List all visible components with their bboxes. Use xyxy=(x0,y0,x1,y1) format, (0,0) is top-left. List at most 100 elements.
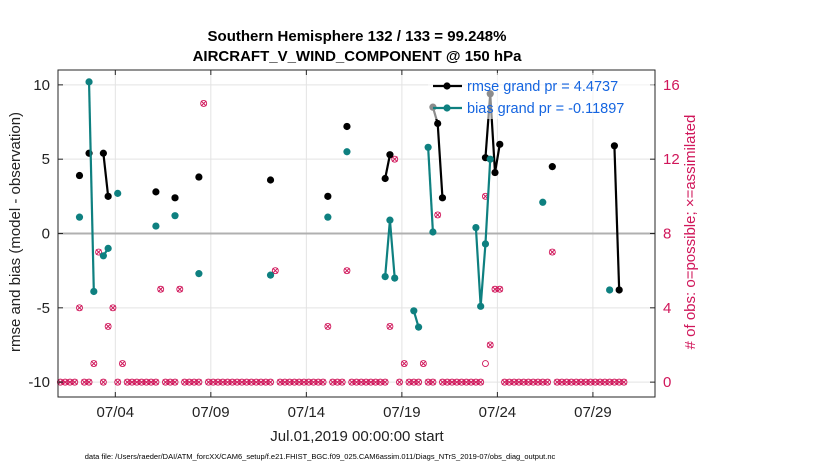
obs-count-point xyxy=(324,322,332,330)
obs-count-point xyxy=(348,378,356,386)
obs-assimilated-mark xyxy=(95,249,102,256)
obs-count-point xyxy=(548,248,556,256)
bias-point xyxy=(391,274,399,282)
obs-count-point xyxy=(381,378,389,386)
obs-count-point xyxy=(90,360,98,368)
obs-assimilated-mark xyxy=(558,379,565,386)
rmse-point xyxy=(171,194,179,202)
obs-assimilated-mark xyxy=(515,379,522,386)
legend-bias-marker xyxy=(443,104,451,112)
obs-count-point xyxy=(486,341,494,349)
obs-possible-mark xyxy=(204,378,212,386)
obs-count-point xyxy=(76,304,83,312)
obs-possible-mark xyxy=(138,378,146,386)
obs-possible-only-mark xyxy=(482,360,489,368)
obs-assimilated-mark xyxy=(382,379,389,386)
obs-count-point xyxy=(319,378,327,386)
obs-count-point xyxy=(104,322,112,330)
bias-point xyxy=(481,240,490,248)
obs-count-point xyxy=(505,378,513,386)
obs-assimilated-mark xyxy=(286,379,293,386)
obs-assimilated-mark xyxy=(105,323,112,330)
obs-assimilated-mark xyxy=(191,379,198,386)
legend: rmse grand pr = 4.4737 bias grand pr = -… xyxy=(428,73,654,119)
obs-assimilated-mark xyxy=(124,379,131,386)
obs-count-point xyxy=(267,378,274,386)
obs-possible-mark xyxy=(610,378,618,386)
obs-possible-mark xyxy=(195,378,203,386)
obs-count-point xyxy=(147,378,155,386)
obs-count-point xyxy=(362,378,370,386)
rmse-point xyxy=(491,168,499,177)
obs-count-point xyxy=(209,378,217,386)
obs-count-point xyxy=(128,378,136,386)
obs-assimilated-mark xyxy=(81,379,88,386)
obs-possible-mark xyxy=(71,378,79,386)
obs-assimilated-mark xyxy=(291,379,298,386)
obs-assimilated-mark xyxy=(205,379,212,386)
obs-assimilated-mark xyxy=(358,379,365,386)
obs-assimilated-mark xyxy=(492,286,498,293)
obs-count-point xyxy=(553,378,561,386)
bias-point xyxy=(477,302,485,310)
obs-assimilated-mark xyxy=(86,379,92,386)
obs-count-point xyxy=(620,378,628,386)
obs-assimilated-mark xyxy=(343,267,350,274)
obs-assimilated-mark xyxy=(143,379,150,386)
obs-possible-mark xyxy=(391,155,399,163)
obs-count-point xyxy=(529,378,537,386)
obs-count-point xyxy=(252,378,260,386)
obs-possible-mark xyxy=(80,378,88,386)
obs-assimilated-mark xyxy=(439,379,446,386)
bias-point xyxy=(386,216,394,224)
obs-possible-mark xyxy=(295,378,303,386)
obs-count-point xyxy=(563,378,571,386)
obs-possible-mark xyxy=(262,378,270,386)
obs-possible-mark xyxy=(329,378,337,386)
obs-assimilated-mark xyxy=(597,379,604,386)
obs-assimilated-mark xyxy=(215,379,221,386)
obs-possible-mark xyxy=(596,378,604,386)
obs-assimilated-mark xyxy=(391,156,398,163)
bias-point xyxy=(152,222,160,230)
obs-possible-mark xyxy=(419,360,427,368)
obs-count-point xyxy=(601,378,609,386)
obs-possible-mark xyxy=(185,378,193,386)
obs-assimilated-mark xyxy=(621,379,627,386)
obs-possible-mark xyxy=(606,378,614,386)
obs-possible-mark xyxy=(238,378,246,386)
obs-possible-mark xyxy=(477,378,485,386)
obs-assimilated-mark xyxy=(434,211,441,218)
obs-possible-mark xyxy=(314,378,322,386)
obs-count-point xyxy=(286,378,294,386)
rmse-line xyxy=(102,153,110,197)
obs-possible-mark xyxy=(396,378,403,386)
obs-count-point xyxy=(109,304,117,312)
obs-count-point xyxy=(133,378,141,386)
obs-assimilated-mark xyxy=(315,379,322,386)
obs-assimilated-mark xyxy=(601,379,608,386)
obs-possible-mark xyxy=(252,378,260,386)
obs-count-point xyxy=(85,378,93,386)
obs-assimilated-mark xyxy=(109,304,116,311)
obs-count-point xyxy=(544,378,551,386)
x-tick-label: 07/19 xyxy=(383,404,421,421)
obs-assimilated-mark xyxy=(262,379,269,386)
bias-point xyxy=(195,270,203,278)
obs-possible-mark xyxy=(472,378,480,386)
obs-possible-mark xyxy=(114,378,122,386)
obs-possible-mark xyxy=(372,378,380,386)
obs-count-point xyxy=(233,378,241,386)
obs-count-point xyxy=(247,378,255,386)
obs-possible-mark xyxy=(290,378,298,386)
obs-possible-mark xyxy=(104,322,112,330)
obs-possible-mark xyxy=(142,378,150,386)
obs-possible-mark xyxy=(343,267,351,275)
obs-count-point xyxy=(610,378,618,386)
obs-possible-mark xyxy=(453,378,461,386)
legend-rmse-label: rmse grand pr = 4.4737 xyxy=(467,79,618,95)
y-axis-label-right: # of obs: o=possible; ×=assimilated xyxy=(682,115,699,350)
obs-count-point xyxy=(372,378,380,386)
obs-count-point xyxy=(520,378,528,386)
